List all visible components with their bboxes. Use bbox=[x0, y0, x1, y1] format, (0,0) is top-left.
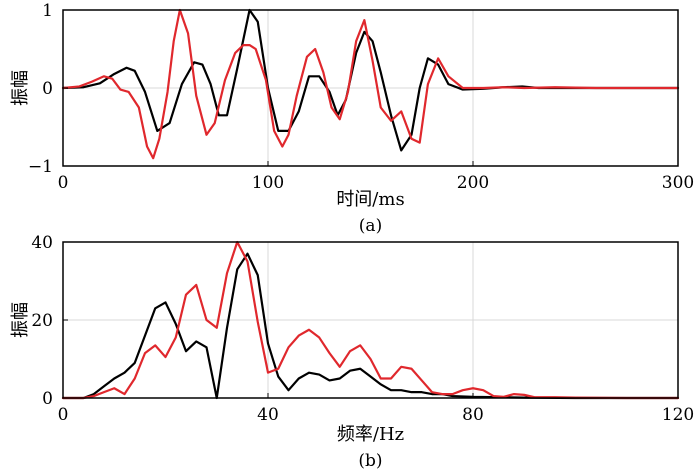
panel-a-y-tick-label: −1 bbox=[28, 157, 53, 177]
panel-b-y-axis-label: 振幅 bbox=[10, 302, 31, 338]
panel-b-x-tick-label: 0 bbox=[58, 405, 69, 425]
panel-a-x-tick-label: 300 bbox=[662, 173, 694, 193]
panel-a-x-tick-label: 100 bbox=[252, 173, 284, 193]
panel-a-x-tick-label: 200 bbox=[457, 173, 489, 193]
panel-a-y-tick-label: 1 bbox=[42, 1, 53, 21]
panel-a: 0 100 200 300−101 时间/ms 振幅 (a) bbox=[10, 1, 694, 236]
panel-b-y-tick-label: 40 bbox=[31, 233, 53, 253]
panel-a-ticks: 0 100 200 300−101 bbox=[28, 1, 694, 193]
panel-b-y-tick-label: 0 bbox=[42, 389, 53, 409]
panel-b-grid bbox=[63, 242, 678, 398]
panel-a-series-1-line bbox=[61, 8, 680, 152]
panel-a-x-axis-label: 时间/ms bbox=[336, 189, 404, 210]
panel-a-series bbox=[61, 8, 680, 160]
panel-b: 0 40 80 120 0 20 40 频率/Hz 振幅 (b) bbox=[10, 233, 694, 471]
panel-b-ticks: 0 40 80 120 0 20 40 bbox=[31, 233, 694, 425]
panel-b-x-tick-label: 80 bbox=[462, 405, 484, 425]
panel-a-caption: (a) bbox=[359, 216, 382, 236]
panel-a-y-tick-label: 0 bbox=[42, 79, 53, 99]
panel-b-series-2-line bbox=[61, 240, 680, 400]
panel-b-x-tick-label: 120 bbox=[662, 405, 694, 425]
panel-a-x-tick-label: 0 bbox=[58, 173, 69, 193]
panel-b-series bbox=[61, 240, 680, 400]
panel-b-x-axis-label: 频率/Hz bbox=[337, 424, 404, 445]
panel-a-series-2-line bbox=[61, 8, 680, 160]
panel-b-caption: (b) bbox=[358, 451, 382, 471]
panel-b-y-tick-label: 20 bbox=[31, 311, 53, 331]
panel-b-x-tick-label: 40 bbox=[257, 405, 279, 425]
panel-b-series-1-line bbox=[61, 252, 680, 400]
panel-a-y-axis-label: 振幅 bbox=[10, 70, 31, 106]
